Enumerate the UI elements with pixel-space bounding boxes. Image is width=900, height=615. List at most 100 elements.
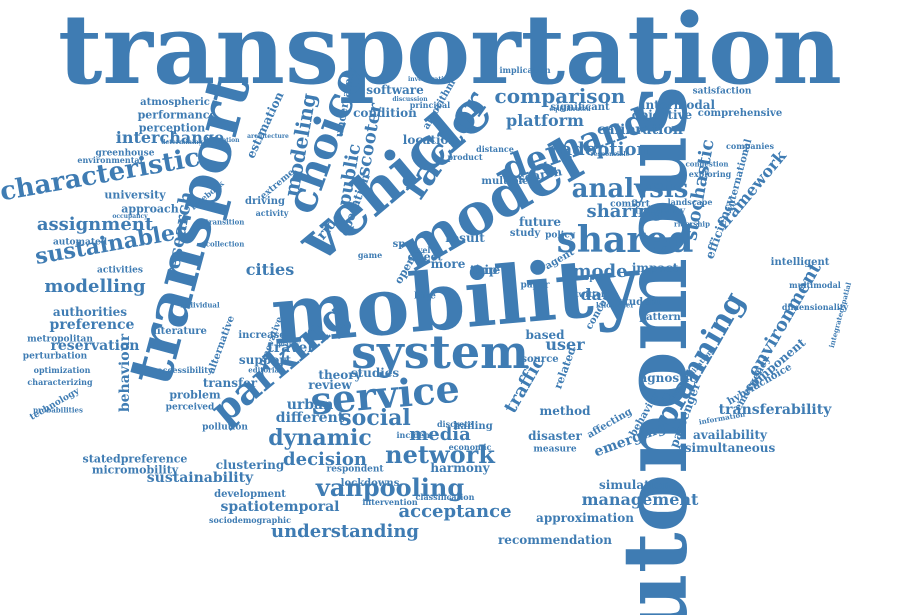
word-editorial: editorial	[248, 365, 282, 375]
word-system: system	[351, 325, 529, 379]
word-platform: platform	[506, 111, 584, 130]
word-agnostic: agnostic	[639, 371, 697, 385]
word-responsible: responsible	[590, 151, 630, 158]
word-collection: collection	[205, 239, 245, 249]
word-ridership: ridership	[674, 219, 710, 229]
word-travel: travel	[267, 340, 313, 356]
word-performance: performance	[137, 108, 217, 122]
word-occupancy: occupancy	[112, 213, 148, 220]
word-investigating: investigating	[407, 76, 453, 83]
word-modelling: modelling	[44, 276, 146, 297]
word-perturbation: perturbation	[22, 351, 88, 362]
word-twitter: twitter	[574, 289, 606, 299]
word-acceptance: acceptance	[398, 501, 512, 522]
word-effect: effect	[407, 250, 443, 264]
word-understanding: understanding	[271, 521, 419, 542]
word-based: based	[525, 328, 565, 342]
word-statedpreference: statedpreference	[82, 452, 188, 466]
word-comprehensive: comprehensive	[697, 108, 783, 119]
word-approach: approach	[121, 202, 179, 216]
word-mode: mode	[572, 261, 628, 282]
word-discrete: discrete	[436, 419, 474, 429]
word-driving: driving	[245, 196, 285, 207]
word-behaviour: behaviour	[117, 333, 133, 413]
word-companies: companies	[726, 141, 774, 151]
word-accessibility: accessibility	[157, 365, 213, 375]
word-different: different	[275, 410, 345, 426]
word-objective: objective	[631, 108, 693, 122]
word-spsa: spsa	[392, 239, 418, 250]
word-intervention: intervention	[362, 497, 418, 507]
word-preference: preference	[49, 317, 135, 333]
word-characterizing: characterizing	[27, 377, 93, 387]
word-economic: economic	[448, 442, 492, 452]
word-pattern: pattern	[639, 312, 681, 323]
word-analysis: analysis	[571, 174, 689, 204]
word-micromobility: micromobility	[91, 463, 179, 477]
word-disaster: disaster	[528, 429, 582, 443]
word-automated: automated	[52, 237, 108, 248]
word-spatiotemporal: spatiotemporal	[220, 499, 340, 515]
word-activity: activity	[255, 208, 289, 218]
word-simulation: simulation	[599, 478, 671, 492]
word-source: source	[521, 354, 559, 365]
word-assignment: assignment	[36, 214, 154, 235]
word-distance: distance	[476, 144, 514, 154]
word-decision: decision	[283, 449, 367, 470]
word-urban: urban	[286, 397, 334, 413]
word-implication: implication	[499, 65, 551, 75]
word-lockdowns: lockdowns	[340, 478, 400, 489]
word-transfer: transfer	[202, 376, 258, 390]
word-result: result	[445, 231, 485, 245]
word-sharing: sharing	[586, 201, 664, 222]
word-hailing: hailing	[453, 421, 493, 432]
word-transportation: transportation	[58, 0, 842, 106]
word-sustainability: sustainability	[146, 470, 254, 486]
word-simultaneous: simultaneous	[684, 441, 776, 455]
word-european: european	[568, 272, 612, 282]
word-greenhouse: greenhouse	[95, 148, 155, 159]
word-user: user	[545, 335, 585, 354]
word-availability: availability	[693, 428, 767, 442]
word-individual: individual	[180, 300, 220, 310]
word-shared: shared	[556, 219, 694, 261]
word-activities: activities	[97, 265, 143, 276]
word-review: review	[308, 378, 352, 392]
word-theory: theory	[318, 368, 362, 382]
word-harmony: harmony	[430, 461, 490, 475]
word-reservation: reservation	[50, 338, 140, 354]
word-clustering: clustering	[215, 458, 285, 472]
word-incident: incident	[396, 430, 434, 440]
word-more: more	[430, 257, 466, 271]
word-recommendation: recommendation	[497, 533, 613, 547]
word-bike: bike	[414, 291, 436, 302]
word-multiple: multiple	[481, 176, 529, 187]
word-location: location	[402, 133, 458, 147]
word-problem: problem	[169, 388, 221, 402]
word-landscape: landscape	[667, 197, 713, 207]
word-comfort: comfort	[610, 199, 650, 210]
word-software: software	[366, 83, 424, 97]
word-social: social	[339, 405, 411, 431]
word-trip: trip	[472, 263, 498, 277]
word-measure: measure	[533, 444, 577, 455]
word-product: product	[447, 152, 483, 162]
word-support: support	[238, 353, 292, 367]
word-university: university	[104, 188, 166, 202]
word-network: network	[385, 440, 495, 469]
word-interchange: interchange	[115, 128, 225, 147]
word-dimensionality: dimensionality	[781, 302, 849, 312]
word-quality: quality	[276, 341, 300, 348]
word-cities: cities	[245, 260, 295, 279]
word-increase: increase	[238, 330, 286, 341]
word-vanpooling: vanpooling	[315, 473, 465, 502]
word-perceived: perceived	[165, 402, 215, 413]
word-transition: transition	[205, 217, 245, 227]
word-transferability: transferability	[718, 402, 832, 418]
word-disruption: disruption	[204, 137, 240, 144]
word-discussion: discussion	[392, 96, 428, 103]
word-principal: principal	[409, 100, 451, 110]
word-data: data	[580, 285, 620, 304]
word-kilometer: kilometer	[595, 300, 635, 310]
word-media: media	[409, 424, 471, 445]
